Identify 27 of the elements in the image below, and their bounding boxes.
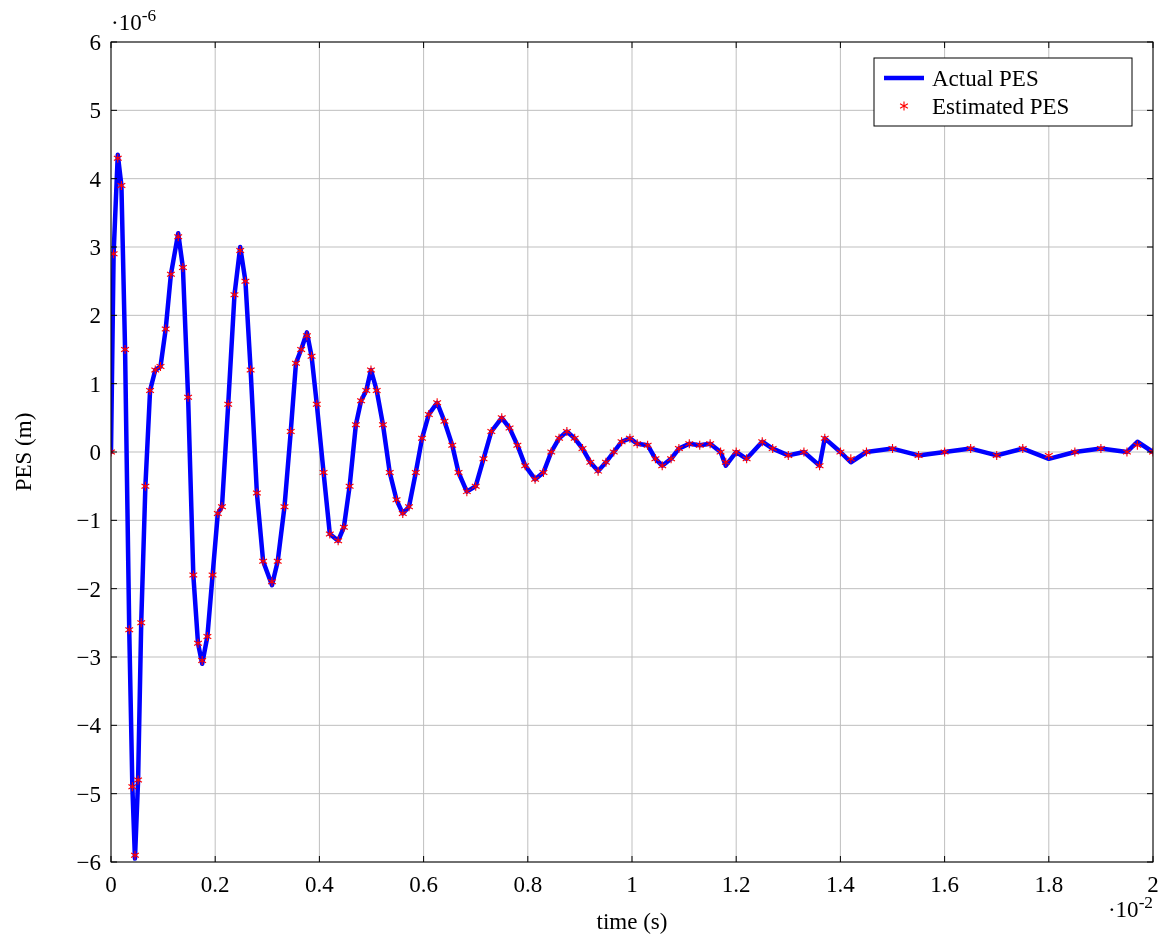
- x-tick-label: 0.6: [409, 872, 438, 897]
- y-tick-label: −4: [76, 713, 102, 739]
- x-axis-title: time (s): [596, 909, 668, 934]
- y-tick-label: −3: [76, 645, 101, 671]
- y-tick-label: −5: [76, 781, 101, 807]
- y-tick-label: −6: [76, 850, 101, 876]
- y-axis-title: PES (m): [11, 412, 36, 492]
- y-tick-label: 4: [89, 166, 102, 192]
- x-tick-label: 0.4: [305, 872, 335, 897]
- y-tick-label: 1: [89, 371, 101, 397]
- y-tick-label: 3: [89, 235, 101, 261]
- legend-label: Actual PES: [932, 66, 1039, 92]
- x-tick-label: 1.8: [1034, 872, 1064, 897]
- y-tick-label: −2: [76, 576, 101, 602]
- x-tick-label: 1.2: [721, 872, 751, 897]
- y-tick-label: 2: [89, 303, 101, 329]
- y-tick-label: 0: [89, 440, 101, 466]
- x-tick-label: 0.2: [200, 872, 230, 897]
- text: ·10$^{-6}$: [111, 5, 157, 35]
- y-tick-label: −1: [76, 508, 101, 534]
- x-tick-label: 1.4: [826, 872, 856, 897]
- x-tick-label: 0.8: [513, 872, 543, 897]
- x-tick-label: 1.6: [930, 872, 959, 897]
- y-tick-label: 5: [89, 98, 101, 124]
- x-tick-label: 1: [626, 872, 638, 897]
- y-tick-label: 6: [89, 30, 101, 56]
- legend-label: Estimated PES: [932, 94, 1070, 120]
